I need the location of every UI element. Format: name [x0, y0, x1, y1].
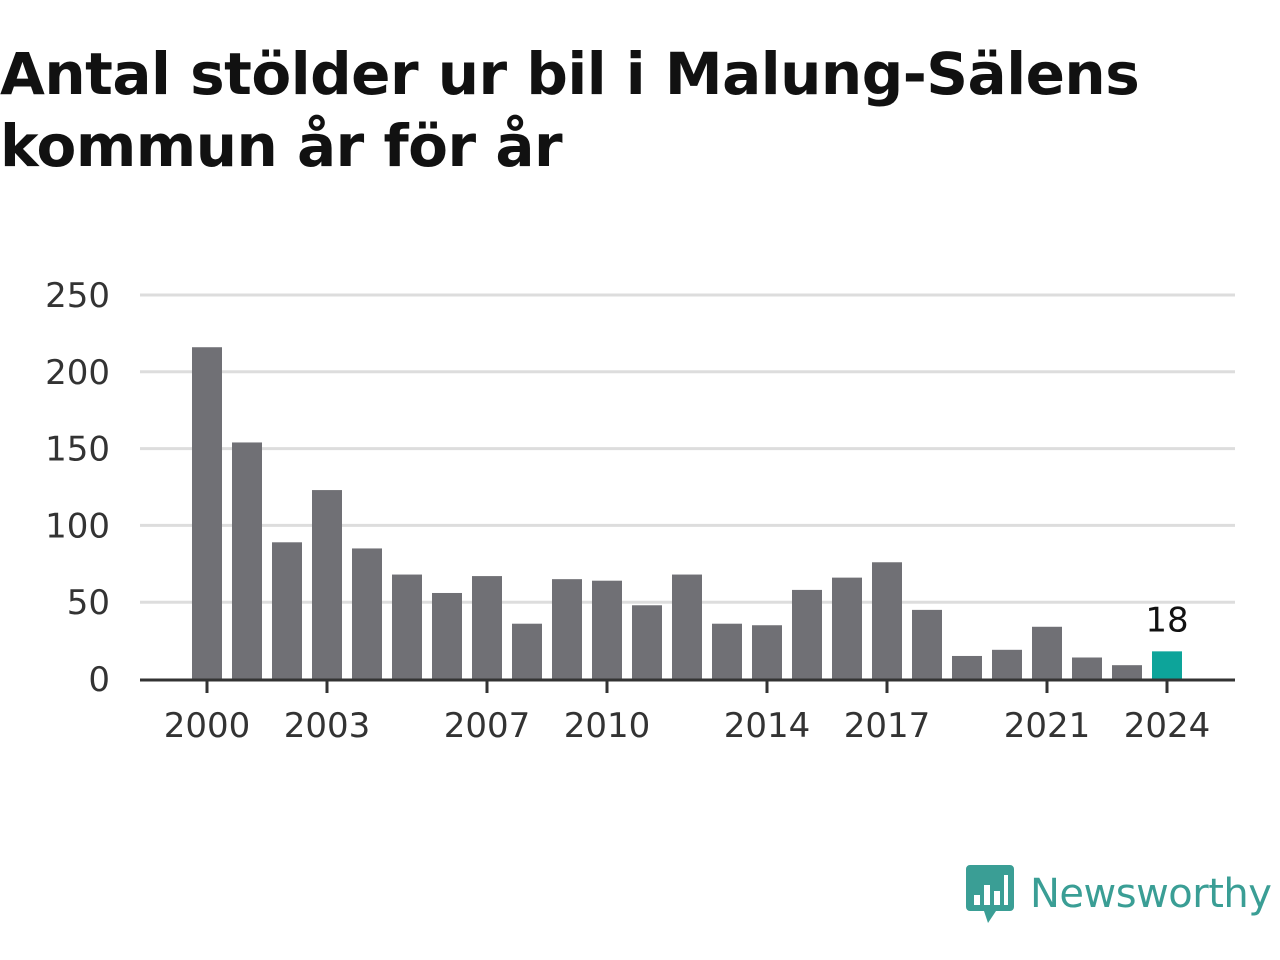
y-tick-label-0: 0	[88, 660, 110, 700]
newsworthy-logo: Newsworthy	[964, 862, 1272, 926]
logo-text: Newsworthy	[1030, 871, 1272, 917]
x-axis-ticks: 2000 2003 2007 2010 2014 2017 2021 2024	[164, 679, 1211, 746]
bar-2013	[712, 623, 742, 679]
y-tick-label-100: 100	[45, 506, 110, 546]
bar-2002	[272, 542, 302, 679]
bar-2004	[352, 548, 382, 679]
bar-2000	[192, 347, 222, 679]
gridlines	[140, 293, 1235, 604]
x-tick-label-2024: 2024	[1124, 706, 1211, 746]
chart-title: Antal stölder ur bil i Malung-Sälens kom…	[0, 40, 1140, 180]
x-tick-label-2014: 2014	[724, 706, 811, 746]
bar-2019	[952, 655, 982, 679]
bar-2008	[512, 623, 542, 679]
x-tick-label-2017: 2017	[844, 706, 931, 746]
bar-2001	[232, 442, 262, 679]
bars	[192, 347, 1182, 679]
y-tick-label-200: 200	[45, 353, 110, 393]
bar-2021	[1032, 626, 1062, 679]
y-tick-label-250: 250	[45, 276, 110, 316]
bar-2006	[432, 592, 462, 679]
bar-2020	[992, 649, 1022, 679]
bar-2018	[912, 609, 942, 679]
bar-2014	[752, 625, 782, 679]
bar-2012	[672, 574, 702, 679]
x-tick-label-2003: 2003	[284, 706, 371, 746]
bar-2017	[872, 562, 902, 679]
newsworthy-logo-icon	[966, 865, 1014, 923]
y-tick-label-50: 50	[67, 583, 110, 623]
bar-2005	[392, 574, 422, 679]
x-tick-label-2007: 2007	[444, 706, 531, 746]
bar-2016	[832, 577, 862, 679]
x-tick-label-2010: 2010	[564, 706, 651, 746]
bar-2007	[472, 576, 502, 679]
data-label-2024: 18	[1145, 600, 1188, 640]
bar-2023	[1112, 665, 1142, 679]
bar-2003	[312, 490, 342, 679]
x-tick-label-2021: 2021	[1004, 706, 1091, 746]
y-axis-ticks: 0 50 100 150 200 250	[45, 276, 110, 700]
bar-2009	[552, 579, 582, 679]
y-tick-label-150: 150	[45, 430, 110, 470]
bar-2010	[592, 580, 622, 679]
bar-2011	[632, 605, 662, 679]
bar-2015	[792, 589, 822, 679]
x-tick-label-2000: 2000	[164, 706, 251, 746]
bar-chart: 0 50 100 150 200 250 2000 2003 2007 2010 2014 2017…	[45, 276, 1235, 746]
bar-2024	[1152, 651, 1182, 679]
bar-2022	[1072, 657, 1102, 679]
data-labels: 18	[1145, 600, 1188, 640]
